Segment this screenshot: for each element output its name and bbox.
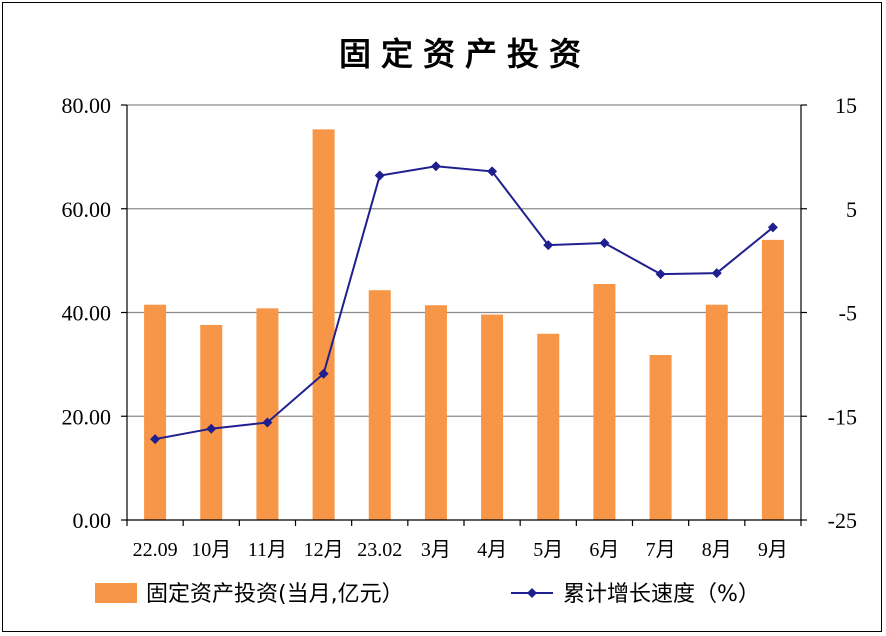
line-point [374, 170, 385, 181]
x-tick-label: 22.09 [133, 539, 178, 561]
line-point [430, 161, 441, 172]
legend-bar-swatch [95, 583, 137, 603]
x-tick-label: 10月 [191, 539, 231, 561]
left-tick-label: 60.00 [62, 197, 112, 222]
x-tick-label: 6月 [589, 539, 619, 561]
right-tick-label: 15 [835, 93, 857, 118]
bar [481, 314, 504, 520]
right-tick-label: -15 [828, 404, 857, 429]
bar [368, 290, 391, 520]
x-tick-label: 8月 [702, 539, 732, 561]
left-tick-label: 80.00 [62, 93, 112, 118]
bar [312, 129, 335, 520]
bar [256, 308, 279, 520]
legend-line-label: 累计增长速度（%） [563, 582, 760, 607]
chart-svg: 固定资产投资 0.00 20.00 40.00 60.00 80.00 -25 -15 -5… [62, 35, 858, 607]
line-point [487, 166, 498, 177]
chart-title: 固定资产投资 [339, 35, 591, 73]
x-axis-ticks: 22.09 10月 11月 12月 23.02 3月 4月 5月 6月 7月 8月 9月 [133, 539, 788, 561]
bar [593, 283, 616, 520]
line-point [318, 368, 329, 379]
x-tick-label: 7月 [646, 539, 676, 561]
x-tick-label: 9月 [758, 539, 788, 561]
bar [705, 304, 728, 520]
x-tick-label: 3月 [421, 539, 451, 561]
line-point [543, 240, 554, 251]
gridlines [127, 104, 801, 417]
line-series [150, 161, 778, 445]
left-tick-label: 0.00 [73, 508, 112, 533]
bar [424, 305, 447, 520]
left-tick-label: 40.00 [62, 301, 112, 326]
right-tick-label: -25 [828, 508, 857, 533]
line-point [711, 268, 722, 279]
right-tick-label: -5 [839, 301, 857, 326]
bar [144, 304, 167, 520]
x-tick-label: 4月 [477, 539, 507, 561]
legend-bar-label: 固定资产投资(当月,亿元） [146, 582, 404, 607]
x-tick-label: 23.02 [357, 539, 402, 561]
line-point [599, 237, 610, 248]
line-point [206, 423, 217, 434]
bar [649, 355, 672, 520]
right-axis-ticks: -25 -15 -5 5 15 [828, 93, 857, 533]
x-tick-label: 5月 [533, 539, 563, 561]
line-point [262, 417, 273, 428]
growth-line [154, 165, 774, 441]
line-point [655, 269, 666, 280]
line-point [767, 222, 778, 233]
left-axis-ticks: 0.00 20.00 40.00 60.00 80.00 [62, 93, 112, 533]
left-tick-label: 20.00 [62, 404, 112, 429]
legend-line-marker [527, 588, 537, 598]
bar [200, 324, 223, 520]
bar [761, 239, 784, 520]
axes [121, 104, 807, 526]
right-tick-label: 5 [846, 197, 857, 222]
x-tick-label: 12月 [304, 539, 344, 561]
legend: 固定资产投资(当月,亿元） 累计增长速度（%） [95, 582, 760, 607]
line-point [150, 434, 161, 445]
bar-series [144, 129, 784, 520]
x-tick-label: 11月 [248, 539, 287, 561]
bar [537, 333, 560, 520]
